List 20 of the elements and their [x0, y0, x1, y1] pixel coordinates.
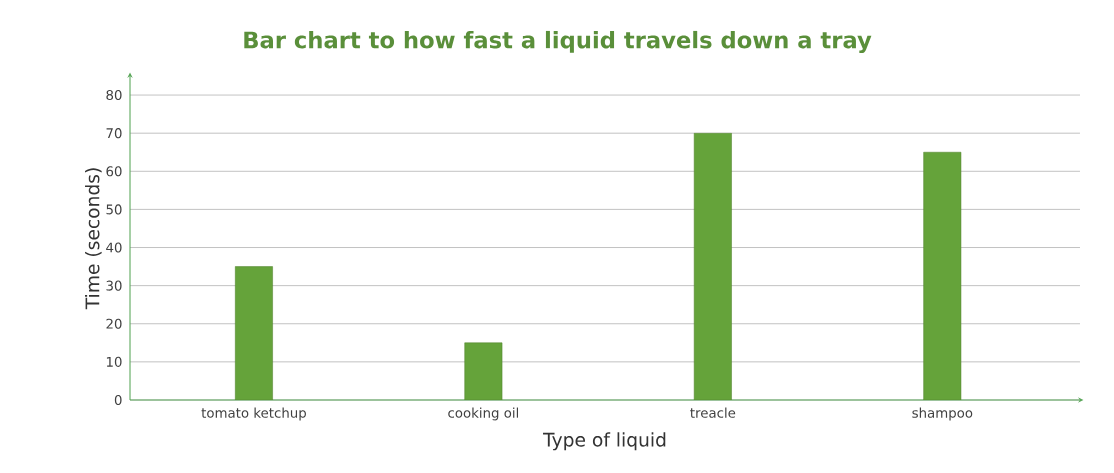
x-tick-label: tomato ketchup — [201, 407, 306, 421]
bar — [234, 266, 273, 400]
x-tick-label: shampoo — [912, 407, 973, 421]
bar — [923, 151, 962, 400]
chart-title: Bar chart to how fast a liquid travels down a tray — [244, 30, 872, 54]
y-tick-label: 60 — [106, 166, 122, 177]
x-tick-label: treacle — [690, 407, 736, 418]
y-tick-label: 50 — [106, 204, 122, 215]
x-tick-label: cooking oil — [448, 407, 519, 421]
y-tick-label: 0 — [114, 394, 122, 406]
y-tick-label: 10 — [106, 356, 122, 367]
x-axis-title: Type of liquid — [543, 432, 666, 451]
y-axis-title: Time (seconds) — [85, 168, 102, 310]
y-tick-label: 70 — [106, 128, 122, 139]
y-tick-label: 30 — [106, 280, 122, 291]
y-tick-label: 80 — [106, 90, 122, 101]
bar — [464, 342, 503, 400]
y-tick-label: 40 — [106, 242, 122, 253]
bar — [693, 132, 732, 400]
y-tick-label: 20 — [106, 318, 122, 329]
